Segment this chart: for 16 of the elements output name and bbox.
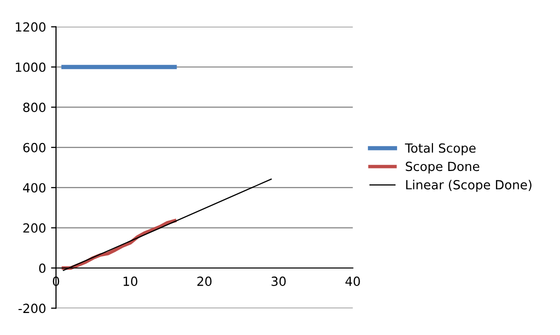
y-tick-label: 1200	[16, 22, 46, 32]
line-series	[62, 219, 176, 270]
y-tick-label: 800	[23, 102, 46, 112]
y-tick-label: 600	[23, 142, 46, 152]
y-tick-label: 1000	[16, 62, 46, 72]
x-tick-label: 30	[272, 276, 286, 286]
legend-label: Linear (Scope Done)	[406, 180, 532, 192]
legend-label: Total Scope	[404, 143, 476, 156]
y-tick-label: -200	[18, 304, 46, 314]
x-tick-label: 40	[345, 276, 360, 286]
x-tick-label: 20	[197, 276, 212, 286]
y-tick-label: 200	[23, 223, 46, 233]
y-tick-label: 400	[23, 183, 46, 193]
legend-label: Scope Done	[406, 162, 480, 174]
x-tick-label: 10	[124, 276, 138, 286]
y-tick-label: 0	[39, 263, 46, 273]
